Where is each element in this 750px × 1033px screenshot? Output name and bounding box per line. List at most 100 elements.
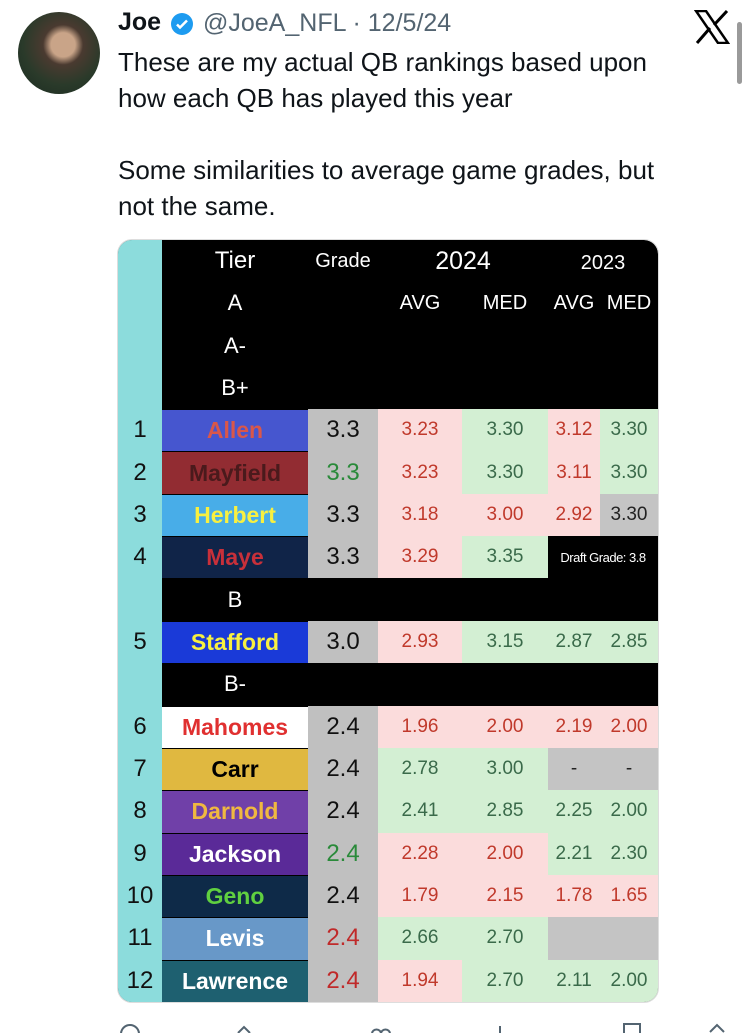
stat-cell: 3.30: [600, 451, 658, 494]
tier-label: B-: [224, 671, 246, 697]
tweet-line: These are my actual QB rankings based up…: [118, 47, 647, 77]
column-header: AVG: [399, 291, 441, 314]
rank: 6: [133, 712, 147, 740]
rank: 8: [133, 797, 147, 825]
qb-name: Mayfield: [162, 451, 308, 494]
column-header: MED: [606, 291, 652, 314]
action-bar: [120, 1023, 725, 1033]
stat-cell: 2.41: [378, 790, 462, 833]
stat-cell: 2.15: [462, 874, 548, 918]
rank: 5: [133, 627, 147, 655]
stat-cell: Draft Grade: 3.8: [548, 536, 658, 579]
tier-label: B: [227, 586, 243, 612]
stat-cell: 2.00: [600, 790, 658, 833]
qb-name: Jackson: [162, 832, 308, 875]
grade: 2.4: [308, 790, 378, 833]
grade: 3.3: [308, 409, 378, 452]
stat-cell: 1.65: [600, 874, 658, 918]
stat-cell: 2.70: [462, 917, 548, 960]
stat-cell: 3.35: [462, 536, 548, 579]
stat-cell: 3.30: [462, 409, 548, 452]
grade: 3.3: [308, 493, 378, 537]
rank: 1: [133, 416, 147, 444]
qb-name: Maye: [162, 536, 308, 579]
grade: 2.4: [308, 832, 378, 875]
stat-cell: 2.93: [378, 620, 462, 664]
stat-cell: [548, 917, 658, 960]
tier-label: A-: [224, 332, 246, 358]
stat-cell: 2.21: [548, 832, 600, 875]
stat-cell: 2.78: [378, 747, 462, 791]
stat-cell: 1.94: [378, 959, 462, 1002]
stat-cell: 2.85: [600, 620, 658, 664]
stat-cell: -: [548, 747, 600, 791]
grade: 2.4: [308, 874, 378, 918]
qb-name: Herbert: [162, 493, 308, 537]
stat-cell: 2.00: [462, 832, 548, 875]
column-header: AVG: [553, 291, 595, 314]
scrollbar: [737, 22, 742, 84]
header-season: 2023: [580, 251, 626, 274]
header-season: 2024: [435, 246, 491, 275]
grade: 2.4: [308, 917, 378, 960]
rank: 12: [126, 966, 154, 994]
grade: 3.3: [308, 536, 378, 579]
rank: 10: [126, 882, 154, 910]
tweet-paragraph: These are my actual QB rankings based up…: [118, 44, 654, 116]
grade: 2.4: [308, 959, 378, 1002]
rank-column: [118, 240, 162, 1002]
header-tier: Tier: [214, 247, 256, 274]
tweet-line: not the same.: [118, 191, 276, 221]
tweet-line: how each QB has played this year: [118, 83, 513, 113]
x-logo: [694, 10, 730, 44]
stat-cell: 2.00: [600, 705, 658, 748]
author-handle[interactable]: @JoeA_NFL · 12/5/24: [203, 9, 452, 37]
header-grade: Grade: [315, 249, 371, 272]
tier-label: B+: [221, 374, 249, 400]
rank: 2: [133, 458, 147, 486]
tweet-text: These are my actual QB rankings based up…: [118, 44, 654, 224]
stat-cell: 3.12: [548, 409, 600, 452]
qb-name: Lawrence: [162, 959, 308, 1002]
column-header: MED: [482, 291, 528, 314]
stat-cell: 2.19: [548, 705, 600, 748]
stat-cell: 2.70: [462, 959, 548, 1002]
stat-cell: 2.92: [548, 493, 600, 537]
grade: 3.0: [308, 620, 378, 664]
qb-name: Levis: [162, 917, 308, 960]
stat-cell: 2.30: [600, 832, 658, 875]
stat-cell: 2.00: [462, 705, 548, 748]
stat-cell: 2.28: [378, 832, 462, 875]
grade: 3.3: [308, 451, 378, 494]
stat-cell: 3.30: [600, 493, 658, 537]
stat-cell: 2.25: [548, 790, 600, 833]
qb-name: Stafford: [162, 620, 308, 664]
rank: 3: [133, 500, 147, 528]
rank: 4: [133, 543, 147, 571]
rank: 7: [133, 755, 147, 783]
grade: 2.4: [308, 705, 378, 748]
qb-name: Darnold: [162, 790, 308, 833]
qb-name: Carr: [162, 747, 308, 791]
stat-cell: 1.79: [378, 874, 462, 918]
tweet-paragraph: Some similarities to average game grades…: [118, 152, 654, 224]
stat-cell: 3.30: [600, 409, 658, 452]
verified-badge: [171, 13, 193, 35]
author-name[interactable]: Joe: [118, 8, 162, 36]
grade: 2.4: [308, 747, 378, 791]
rank: 9: [133, 839, 147, 867]
stat-cell: 3.23: [378, 451, 462, 494]
stat-cell: -: [600, 747, 658, 791]
stat-cell: 3.11: [548, 451, 600, 494]
qb-name: Mahomes: [162, 705, 308, 748]
rank: 11: [127, 924, 153, 952]
qb-name: Allen: [162, 409, 308, 452]
qb-name: Geno: [162, 874, 308, 918]
table-image: Tier Grade 2024 2023 A AVG MED AVG MED A- B+ 1 Allen…: [117, 239, 659, 1003]
stat-cell: 2.66: [378, 917, 462, 960]
stat-cell: 3.15: [462, 620, 548, 664]
avatar[interactable]: [18, 12, 100, 94]
tweet-line: Some similarities to average game grades…: [118, 155, 655, 185]
stat-cell: 2.87: [548, 620, 600, 664]
